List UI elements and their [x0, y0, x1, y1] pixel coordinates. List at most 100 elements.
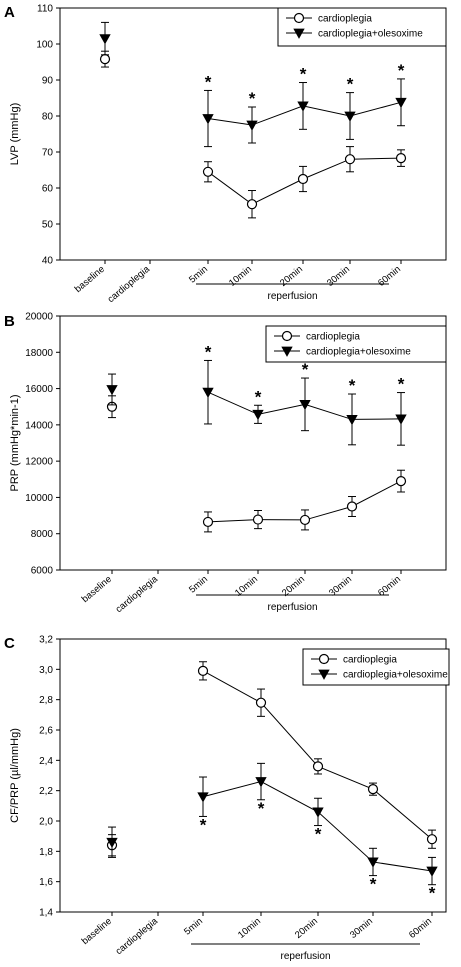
x-tick-label: 30min [325, 264, 352, 289]
data-point [252, 514, 264, 525]
y-tick-label: 110 [37, 4, 53, 15]
series-cardioplegia-olesoxime [99, 21, 407, 148]
y-tick-label: 1,4 [39, 908, 53, 919]
data-point [197, 792, 209, 803]
y-tick-label: 60 [42, 184, 54, 195]
significance-star: * [315, 825, 322, 844]
x-tick-label: 60min [376, 264, 403, 289]
significance-star: * [205, 72, 212, 91]
y-tick-label: 50 [42, 220, 54, 231]
panel-letter: B [4, 313, 15, 330]
legend-marker [318, 653, 330, 665]
x-tick-label: 20min [278, 264, 305, 289]
x-tick-label: 60min [407, 916, 434, 941]
data-point [346, 415, 358, 426]
legend: cardioplegia cardioplegia+olesoxime [277, 7, 447, 47]
significance-star: * [370, 875, 377, 894]
y-axis-label: PRP (mmHg*min-1) [9, 395, 21, 492]
legend-marker [318, 669, 330, 680]
significance-star: * [255, 387, 262, 406]
data-point [344, 154, 356, 165]
legend-label: cardioplegia [343, 655, 397, 666]
plot-frame [59, 315, 447, 571]
data-point [346, 501, 358, 512]
data-point [99, 34, 111, 45]
data-point [197, 665, 209, 676]
data-point [202, 166, 214, 177]
significance-star: * [349, 376, 356, 395]
y-tick-label: 80 [42, 112, 54, 123]
y-tick-label: 70 [42, 148, 54, 159]
panel-letter: A [4, 4, 15, 21]
legend-label: cardioplegia [318, 14, 372, 25]
legend-marker [281, 346, 293, 357]
x-tick-label: 20min [293, 916, 320, 941]
legend-marker [281, 330, 293, 342]
data-point [297, 101, 309, 112]
data-point [395, 476, 407, 487]
chart-panel-c: C 1,4 1,6 1,8 2,0 2,2 2,4 2,6 2,8 3,0 3,2 CF/PRP (µ… [4, 635, 450, 962]
significance-star: * [398, 61, 405, 80]
x-tick-label: 10min [236, 916, 263, 941]
y-tick-label: 1,6 [39, 877, 53, 888]
y-tick-label: 6000 [31, 566, 54, 577]
legend-label: cardioplegia+olesoxime [318, 29, 423, 40]
data-point [99, 54, 111, 65]
reperfusion-label: reperfusion [267, 602, 317, 613]
data-point [246, 199, 258, 210]
data-point [344, 111, 356, 122]
x-tick-label: cardioplegia [114, 915, 161, 957]
data-point [202, 516, 214, 528]
plot-frame [59, 7, 447, 261]
y-tick-label: 20000 [25, 312, 53, 323]
significance-star: * [200, 815, 207, 834]
data-point [395, 414, 407, 425]
y-tick-label: 2,8 [39, 695, 53, 706]
y-axis-label: CF/PRP (µl/mmHg) [9, 728, 21, 823]
legend: cardioplegia cardioplegia+olesoxime [265, 325, 447, 363]
x-tick-label: cardioplegia [114, 573, 161, 615]
y-tick-label: 1,8 [39, 847, 53, 858]
y-tick-label: 14000 [25, 420, 53, 431]
y-tick-label: 2,2 [39, 786, 53, 797]
data-point [106, 837, 118, 849]
y-tick-label: 3,2 [39, 635, 53, 646]
x-tick-label: 5min [187, 574, 210, 596]
x-tick-label: cardioplegia [106, 263, 153, 305]
significance-star: * [300, 65, 307, 84]
data-point [299, 514, 311, 526]
y-tick-label: 8000 [31, 529, 54, 540]
plot-frame [59, 638, 447, 913]
y-tick-label: 40 [42, 256, 54, 267]
legend-box [265, 325, 447, 363]
significance-star: * [258, 799, 265, 818]
significance-star: * [302, 360, 309, 379]
y-tick-label: 2,0 [39, 817, 53, 828]
legend-label: cardioplegia [306, 332, 360, 343]
x-tick-label: baseline [80, 916, 114, 947]
data-point [252, 409, 264, 421]
y-tick-label: 3,0 [39, 665, 53, 676]
legend-label: cardioplegia+olesoxime [343, 670, 448, 681]
y-axis-label: LVP (mmHg) [9, 103, 21, 166]
data-point [202, 387, 214, 399]
data-point [255, 777, 267, 788]
y-tick-label: 2,6 [39, 726, 53, 737]
data-point [395, 97, 407, 109]
data-point [426, 866, 438, 877]
y-tick-label: 100 [36, 40, 53, 51]
reperfusion-label: reperfusion [267, 291, 317, 302]
x-tick-label: 5min [182, 916, 205, 938]
legend: cardioplegia cardioplegia+olesoxime [302, 648, 450, 686]
data-point [246, 120, 258, 131]
x-tick-label: 30min [348, 916, 375, 941]
legend-label: cardioplegia+olesoxime [306, 347, 411, 358]
significance-star: * [398, 375, 405, 394]
chart-panel-b: B 6000 8000 10000 12000 14000 16000 18000 20000 P… [4, 312, 447, 615]
x-tick-label: 5min [187, 264, 210, 286]
series-cardioplegia-olesoxime [106, 762, 438, 886]
y-tick-label: 2,4 [39, 756, 53, 767]
x-tick-label: 10min [227, 264, 254, 289]
significance-star: * [249, 89, 256, 108]
